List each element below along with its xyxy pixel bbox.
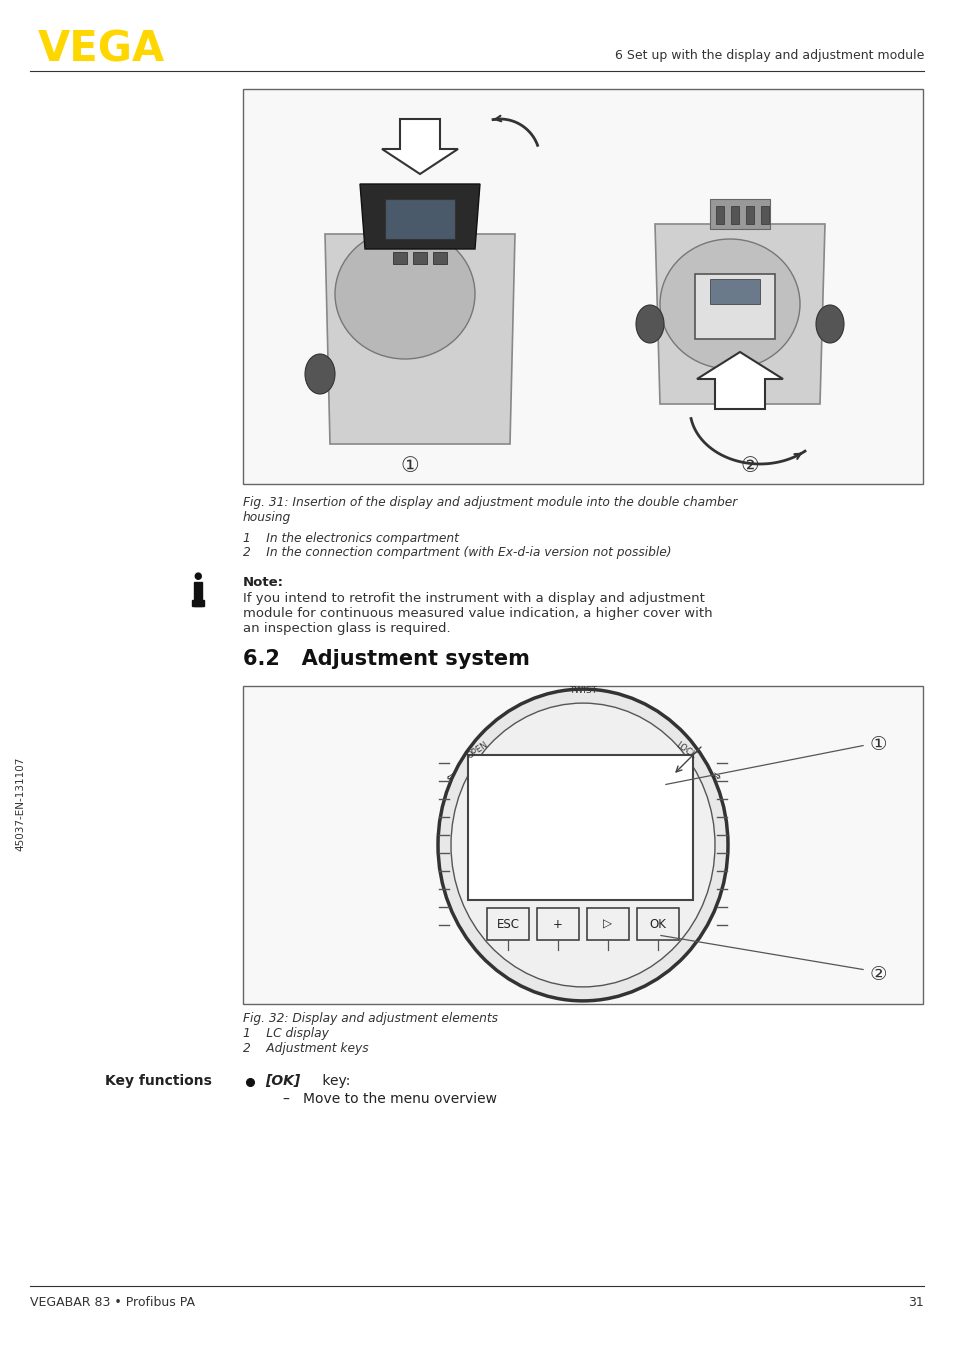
Bar (716, 206, 723, 223)
Text: 1    In the electronics compartment: 1 In the electronics compartment (243, 532, 458, 546)
Bar (413, 252, 427, 264)
Bar (193, 582, 202, 607)
Bar (709, 199, 769, 229)
Text: ▷: ▷ (603, 918, 612, 930)
Text: 2    In the connection compartment (with Ex-d-ia version not possible): 2 In the connection compartment (with Ex… (243, 546, 671, 559)
FancyBboxPatch shape (537, 909, 578, 940)
Text: Note:: Note: (243, 575, 284, 589)
Bar (393, 252, 407, 264)
Ellipse shape (437, 689, 727, 1001)
Bar (433, 252, 447, 264)
Polygon shape (359, 184, 479, 249)
Text: 6 Set up with the display and adjustment module: 6 Set up with the display and adjustment… (614, 49, 923, 62)
Text: ⇐: ⇐ (444, 769, 457, 783)
Text: VEGABAR 83 • Profibus PA: VEGABAR 83 • Profibus PA (30, 1296, 194, 1308)
Polygon shape (697, 352, 782, 409)
Text: ⇒: ⇒ (707, 769, 721, 783)
Text: VEGA: VEGA (38, 28, 165, 70)
Text: ②: ② (740, 456, 759, 477)
Text: 1    LC display: 1 LC display (243, 1026, 329, 1040)
Bar (243, 89, 923, 483)
Text: ①: ① (400, 456, 419, 477)
Polygon shape (381, 119, 457, 175)
Text: OK: OK (649, 918, 666, 930)
Text: module for continuous measured value indication, a higher cover with: module for continuous measured value ind… (243, 607, 712, 620)
Bar (745, 206, 753, 223)
Text: OPEN: OPEN (465, 739, 489, 761)
Text: 2    Adjustment keys: 2 Adjustment keys (243, 1043, 368, 1055)
Text: Fig. 31: Insertion of the display and adjustment module into the double chamber: Fig. 31: Insertion of the display and ad… (243, 496, 737, 509)
Text: 45037-EN-131107: 45037-EN-131107 (15, 757, 25, 852)
Text: an inspection glass is required.: an inspection glass is required. (243, 621, 450, 635)
Text: ②: ② (868, 965, 886, 984)
Text: –   Move to the menu overview: – Move to the menu overview (283, 1091, 497, 1106)
FancyBboxPatch shape (486, 909, 529, 940)
Text: If you intend to retrofit the instrument with a display and adjustment: If you intend to retrofit the instrument… (243, 592, 704, 605)
Text: [OK]: [OK] (265, 1074, 300, 1089)
Text: 31: 31 (907, 1296, 923, 1308)
Text: ESC: ESC (496, 918, 519, 930)
Text: ●: ● (193, 571, 202, 581)
Ellipse shape (659, 240, 800, 370)
Text: LOCK: LOCK (674, 739, 697, 760)
Text: key:: key: (317, 1074, 350, 1089)
Text: Fig. 32: Display and adjustment elements: Fig. 32: Display and adjustment elements (243, 1011, 497, 1025)
FancyBboxPatch shape (637, 909, 679, 940)
Bar (730, 206, 739, 223)
Bar (760, 206, 768, 223)
Text: 6.2   Adjustment system: 6.2 Adjustment system (243, 649, 529, 669)
Ellipse shape (305, 353, 335, 394)
Ellipse shape (451, 703, 714, 987)
Text: ①: ① (868, 735, 886, 754)
Bar (709, 279, 760, 305)
Bar (695, 274, 774, 338)
Text: housing: housing (243, 510, 291, 524)
Ellipse shape (335, 229, 475, 359)
FancyBboxPatch shape (586, 909, 628, 940)
Polygon shape (325, 234, 515, 444)
Text: TWIST: TWIST (568, 686, 597, 695)
Ellipse shape (815, 305, 843, 343)
Text: +: + (553, 918, 562, 930)
Polygon shape (655, 223, 824, 403)
Bar (192, 600, 204, 607)
Bar (468, 756, 692, 900)
Ellipse shape (636, 305, 663, 343)
Text: Key functions: Key functions (105, 1074, 212, 1089)
Bar (385, 199, 455, 240)
Bar (243, 686, 923, 1005)
